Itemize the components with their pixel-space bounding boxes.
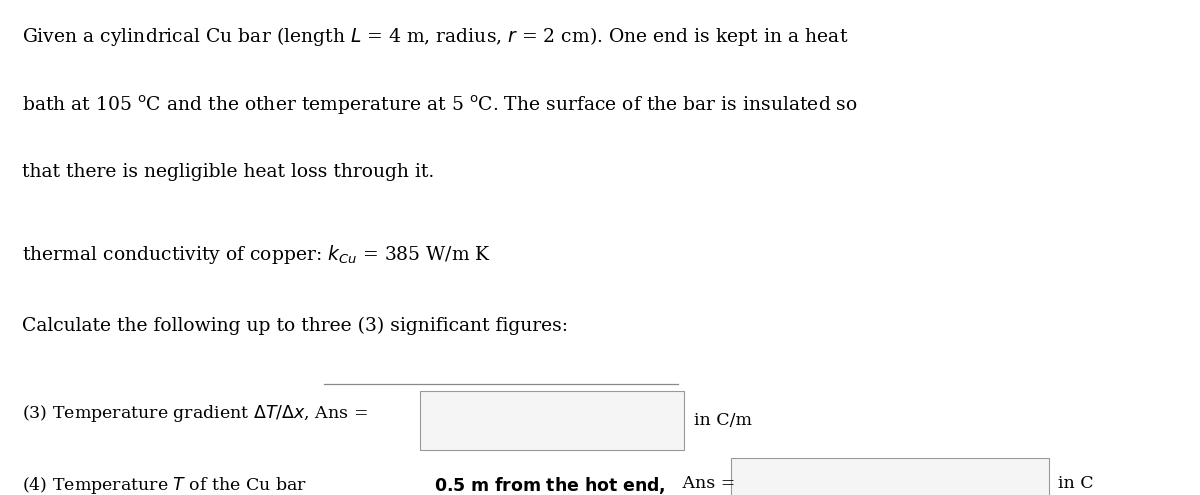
Text: $\mathbf{0.5\ m\ from\ the\ hot\ end,}$: $\mathbf{0.5\ m\ from\ the\ hot\ end,}$ xyxy=(434,475,666,495)
Text: that there is negligible heat loss through it.: that there is negligible heat loss throu… xyxy=(22,163,434,181)
Text: in C: in C xyxy=(1058,475,1094,492)
Text: in C/m: in C/m xyxy=(694,412,751,429)
FancyBboxPatch shape xyxy=(420,391,684,450)
Text: (3) Temperature gradient $\Delta T/\Delta x$, Ans =: (3) Temperature gradient $\Delta T/\Delt… xyxy=(22,403,367,424)
Text: (4) Temperature $T$ of the Cu bar: (4) Temperature $T$ of the Cu bar xyxy=(22,475,307,495)
Text: bath at 105 $^{\mathrm{o}}$C and the other temperature at 5 $^{\mathrm{o}}$C. Th: bath at 105 $^{\mathrm{o}}$C and the oth… xyxy=(22,94,858,117)
Text: Given a cylindrical Cu bar (length $L$ = 4 m, radius, $r$ = 2 cm). One end is ke: Given a cylindrical Cu bar (length $L$ =… xyxy=(22,25,848,48)
Text: Calculate the following up to three (3) significant figures:: Calculate the following up to three (3) … xyxy=(22,317,568,335)
Text: Ans =: Ans = xyxy=(677,475,736,492)
FancyBboxPatch shape xyxy=(731,458,1049,495)
Text: thermal conductivity of copper: $k_{Cu}$ = 385 W/m K: thermal conductivity of copper: $k_{Cu}$… xyxy=(22,243,491,265)
